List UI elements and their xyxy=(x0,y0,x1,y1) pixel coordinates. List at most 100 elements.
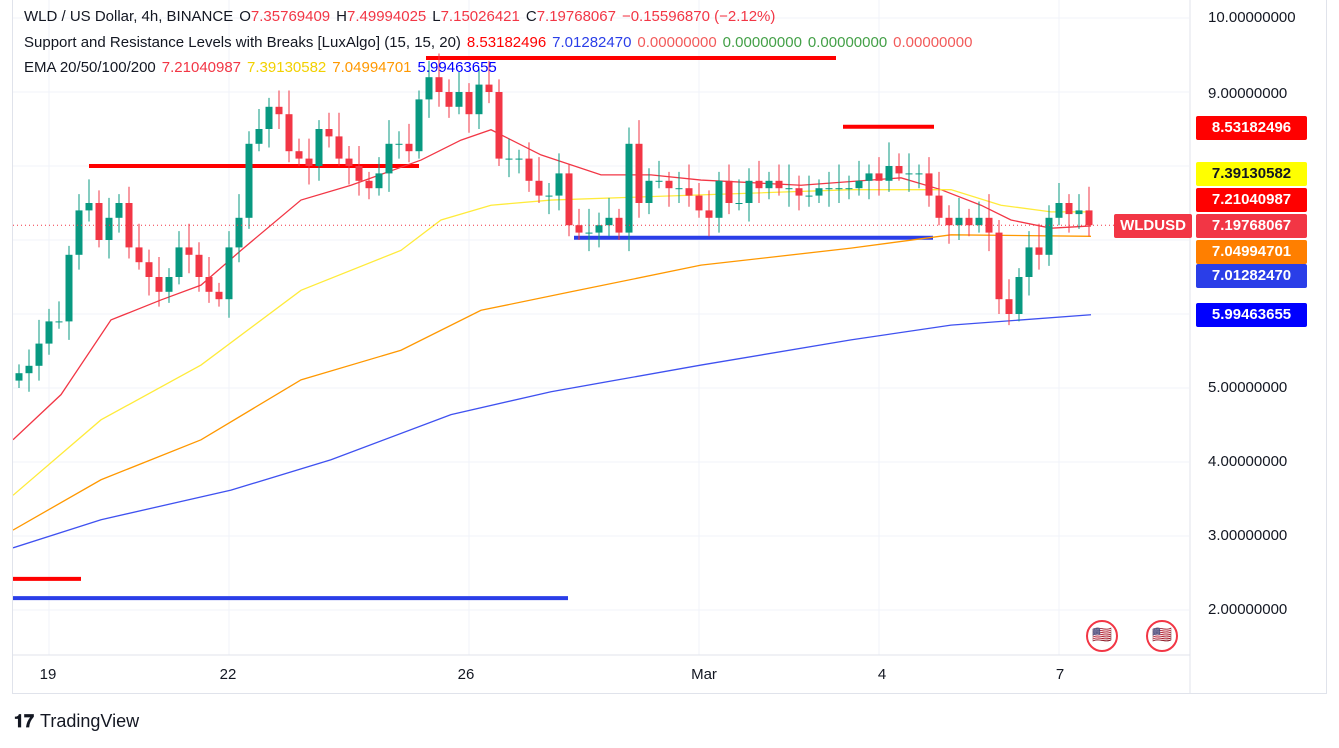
indicator-legend-ema[interactable]: EMA 20/50/100/200 7.21040987 7.39130582 7.0… xyxy=(24,59,497,76)
candle-body xyxy=(675,188,683,190)
high-value: 7.49994025 xyxy=(347,8,427,25)
candle-body xyxy=(55,321,63,323)
ema200-line xyxy=(13,314,1092,549)
x-tick: 4 xyxy=(877,666,887,683)
open-value: 7.35769409 xyxy=(250,8,331,25)
candle-body xyxy=(415,99,423,152)
candle-body xyxy=(175,247,183,277)
candle-body xyxy=(1075,210,1083,215)
x-tick: 7 xyxy=(1055,666,1065,683)
candle-body xyxy=(205,277,213,292)
candle-body xyxy=(875,173,883,181)
symbol-price-tag: WLDUSD xyxy=(1114,214,1192,238)
candle-body xyxy=(255,129,263,144)
candle-body xyxy=(455,92,463,107)
y-tick: 9.00000000 xyxy=(1208,85,1288,102)
candle-body xyxy=(795,188,803,196)
candle-body xyxy=(805,195,813,197)
price-chart[interactable] xyxy=(13,0,1326,693)
candle-body xyxy=(555,173,563,196)
us-flag-event-icon[interactable]: 🇺🇸 xyxy=(1086,620,1118,652)
resistance-price-tag: 8.53182496 xyxy=(1196,116,1307,140)
candle-body xyxy=(835,188,843,190)
candle-body xyxy=(405,143,413,152)
candle-body xyxy=(195,254,203,277)
candle-body xyxy=(655,180,663,182)
candle-body xyxy=(135,247,143,263)
change-value: −0.15596870 (−2.12%) xyxy=(621,8,776,25)
ema50-line xyxy=(13,189,1091,496)
ema50-price-tag: 7.39130582 xyxy=(1196,162,1307,186)
candle-body xyxy=(105,217,113,240)
ema100-line xyxy=(13,234,1092,531)
candle-body xyxy=(715,180,723,218)
candle-body xyxy=(885,166,893,181)
candle-body xyxy=(945,217,953,226)
candle-body xyxy=(515,158,523,160)
candle-body xyxy=(1055,203,1063,218)
candle-body xyxy=(115,203,123,218)
candle-body xyxy=(785,188,793,190)
ema200-price-tag: 5.99463655 xyxy=(1196,303,1307,327)
candle-body xyxy=(395,143,403,145)
low-value: 7.15026421 xyxy=(440,8,520,25)
candle-body xyxy=(1025,247,1033,277)
candle-body xyxy=(345,158,353,166)
indicator-legend-sr[interactable]: Support and Resistance Levels with Break… xyxy=(24,34,973,51)
candle-body xyxy=(1065,203,1073,215)
candle-body xyxy=(855,180,863,189)
tradingview-logo[interactable]: 𝟏𝟕 TradingView xyxy=(14,711,140,731)
candle-body xyxy=(545,195,553,197)
candle-body xyxy=(1005,299,1013,314)
y-tick: 3.00000000 xyxy=(1208,527,1288,544)
candle-body xyxy=(955,217,963,226)
candle-body xyxy=(295,151,303,159)
symbol-legend: WLD / US Dollar, 4h, BINANCE O7.35769409 H… xyxy=(24,8,776,25)
candle-body xyxy=(265,106,273,129)
candle-body xyxy=(285,114,293,152)
candle-body xyxy=(755,180,763,189)
candle-body xyxy=(565,173,573,226)
candle-body xyxy=(215,291,223,300)
candle-body xyxy=(775,180,783,189)
candle-body xyxy=(335,136,343,159)
y-tick: 10.00000000 xyxy=(1208,9,1296,26)
candle-body xyxy=(935,195,943,218)
y-tick: 2.00000000 xyxy=(1208,601,1288,618)
chart-area[interactable] xyxy=(12,0,1327,694)
x-tick: 19 xyxy=(39,666,57,683)
x-tick: 26 xyxy=(457,666,475,683)
candle-body xyxy=(595,225,603,233)
candle-body xyxy=(245,143,253,218)
candle-body xyxy=(975,217,983,226)
candle-body xyxy=(145,262,153,277)
candle-body xyxy=(155,277,163,292)
candle-body xyxy=(45,321,53,344)
candle-body xyxy=(65,254,73,322)
candle-body xyxy=(235,217,243,248)
candle-body xyxy=(1015,277,1023,314)
candle-body xyxy=(505,158,513,160)
candle-body xyxy=(225,247,233,300)
candle-body xyxy=(965,217,973,226)
y-tick: 5.00000000 xyxy=(1208,379,1288,396)
x-tick: Mar xyxy=(691,666,717,683)
y-tick: 4.00000000 xyxy=(1208,453,1288,470)
candle-body xyxy=(375,173,383,189)
candle-body xyxy=(475,84,483,115)
last-price-tag: 7.19768067 xyxy=(1196,214,1307,238)
candle-body xyxy=(425,77,433,100)
candle-body xyxy=(525,158,533,181)
candle-body xyxy=(845,188,853,190)
candle-body xyxy=(315,129,323,166)
candle-body xyxy=(665,180,673,189)
candle-body xyxy=(725,180,733,203)
us-flag-event-icon[interactable]: 🇺🇸 xyxy=(1146,620,1178,652)
candle-body xyxy=(1035,247,1043,255)
candle-body xyxy=(635,143,643,203)
candle-body xyxy=(15,373,23,381)
candle-body xyxy=(905,173,913,175)
candle-body xyxy=(85,203,93,211)
candle-body xyxy=(585,232,593,234)
candle-body xyxy=(825,188,833,190)
